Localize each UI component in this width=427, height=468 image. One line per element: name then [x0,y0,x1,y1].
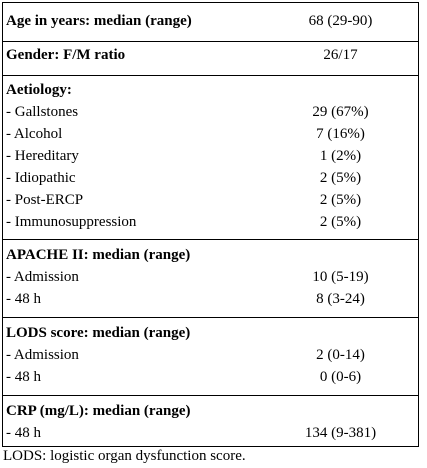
aetiology-row: - Gallstones 29 (67%) [3,102,418,124]
lods-item-label: - Admission [6,347,79,363]
lods-item-value: 0 (0-6) [319,369,362,385]
aetiology-item-label: - Immunosuppression [6,214,137,230]
aetiology-item-value: 1 (2%) [319,148,362,164]
aetiology-item-value: 2 (5%) [319,214,362,230]
aetiology-item-label: - Alcohol [6,126,63,142]
gender-value: 26/17 [323,47,358,63]
apache-item-value: 8 (3-24) [316,291,365,307]
apache-row: - Admission 10 (5-19) [3,267,418,289]
apache-label: APACHE II: median (range) [6,247,191,263]
patient-characteristics-table: Age in years: median (range) 68 (29-90) … [2,2,419,447]
aetiology-item-value: 2 (5%) [319,170,362,186]
aetiology-header-row: Aetiology: [3,80,418,102]
lods-label: LODS score: median (range) [6,325,191,341]
aetiology-item-value: 29 (67%) [312,104,369,120]
crp-header-row: CRP (mg/L): median (range) [3,401,418,423]
apache-item-label: - Admission [6,269,79,285]
aetiology-row: - Idiopathic 2 (5%) [3,168,418,190]
aetiology-item-value: 2 (5%) [319,192,362,208]
gender-label: Gender: F/M ratio [6,47,126,63]
lods-item-label: - 48 h [6,369,41,385]
age-row: Age in years: median (range) 68 (29-90) [3,11,418,33]
age-label: Age in years: median (range) [6,13,192,29]
row-divider [3,239,418,240]
aetiology-row: - Hereditary 1 (2%) [3,146,418,168]
crp-row: - 48 h 134 (9-381) [3,423,418,445]
aetiology-row: - Alcohol 7 (16%) [3,124,418,146]
apache-row: - 48 h 8 (3-24) [3,289,418,311]
aetiology-row: - Immunosuppression 2 (5%) [3,212,418,234]
row-divider [3,395,418,396]
crp-item-label: - 48 h [6,425,41,441]
crp-label: CRP (mg/L): median (range) [6,403,191,419]
aetiology-item-label: - Post-ERCP [6,192,84,208]
gender-row: Gender: F/M ratio 26/17 [3,45,418,67]
aetiology-item-label: - Idiopathic [6,170,76,186]
lods-item-value: 2 (0-14) [316,347,365,363]
aetiology-item-value: 7 (16%) [316,126,365,142]
apache-header-row: APACHE II: median (range) [3,245,418,267]
crp-item-value: 134 (9-381) [304,425,377,441]
aetiology-label: Aetiology: [6,82,72,98]
row-divider [3,75,418,76]
table-footnote: LODS: logistic organ dysfunction score. [3,448,246,464]
aetiology-item-label: - Gallstones [6,104,79,120]
aetiology-row: - Post-ERCP 2 (5%) [3,190,418,212]
apache-item-label: - 48 h [6,291,41,307]
lods-row: - Admission 2 (0-14) [3,345,418,367]
age-value: 68 (29-90) [308,13,373,29]
lods-header-row: LODS score: median (range) [3,323,418,345]
aetiology-item-label: - Hereditary [6,148,79,164]
lods-row: - 48 h 0 (0-6) [3,367,418,389]
row-divider [3,317,418,318]
row-divider [3,41,418,42]
apache-item-value: 10 (5-19) [312,269,369,285]
